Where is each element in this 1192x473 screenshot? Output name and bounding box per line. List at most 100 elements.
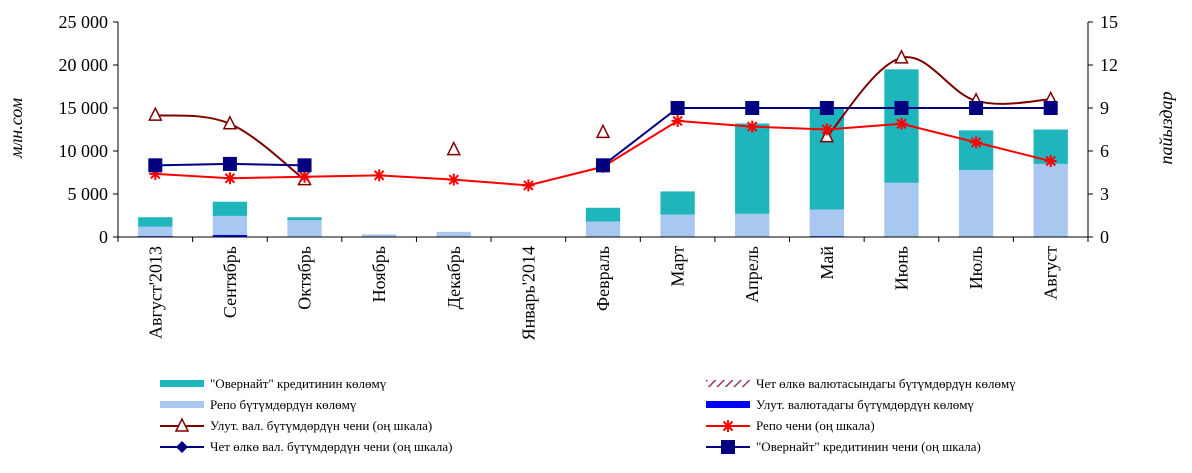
category-label: Август'2013 [145, 246, 165, 339]
bars-layer [138, 69, 1068, 238]
star-stroke [896, 118, 907, 129]
category-label: Февраль [593, 246, 613, 311]
legend-entry: Улут. валютадагы бүтүмдөрдүн көлөмү [706, 397, 974, 412]
legend-entry: Чет өлкө вал. бүтүмдөрдүн чени (оң шкала… [160, 439, 452, 454]
point-star [746, 120, 759, 133]
left-tick-label: 20 000 [59, 55, 109, 75]
point-square [148, 158, 163, 173]
category-label: Сентябрь [220, 246, 240, 318]
point-square [969, 101, 984, 115]
bar-segment [361, 234, 397, 237]
right-tick-label: 12 [1100, 55, 1118, 75]
legend-swatch [160, 380, 204, 387]
legend: "Овернайт" кредитинин көлөмү Чет өлкө вал… [160, 376, 1016, 454]
bar-segment [212, 201, 248, 216]
bar-segment [212, 215, 248, 235]
left-tick-label: 25 000 [59, 12, 109, 32]
legend-entry: "Овернайт" кредитинин көлөмү [160, 376, 387, 391]
category-label: Декабрь [444, 246, 464, 309]
bar-segment [436, 231, 471, 237]
point-star [722, 420, 734, 432]
point-triangle [819, 127, 835, 143]
bar-segment [660, 214, 695, 237]
point-square [596, 158, 610, 173]
point-square [297, 158, 312, 173]
axes-layer: 0 5 000 10 000 15 000 20 000 25 000 0 3 6 9 12 15 Ав… [6, 12, 1176, 340]
point-star [895, 117, 908, 130]
left-tick-label: 15 000 [59, 98, 109, 118]
legend-swatch [706, 401, 750, 408]
right-tick-label: 3 [1100, 184, 1109, 204]
category-label: Июнь [891, 246, 911, 290]
category-label: Май [817, 246, 837, 280]
point-star [1044, 155, 1057, 168]
bar-segment [1033, 163, 1068, 237]
point-star [223, 172, 236, 185]
bar-segment [585, 207, 621, 222]
category-label: Январь'2014 [518, 246, 538, 340]
point-triangle [174, 417, 190, 432]
point-star [970, 136, 983, 149]
legend-label: Чет өлкө валютасындагы бүтүмдөрдүн көлөм… [756, 376, 1016, 391]
star-stroke [970, 137, 982, 148]
star-stroke [747, 121, 758, 132]
point-square [670, 101, 685, 115]
bar-segment [660, 191, 695, 215]
star-stroke [224, 173, 236, 184]
category-label: Март [668, 246, 688, 287]
legend-label: Улут. валютадагы бүтүмдөрдүн көлөмү [756, 397, 974, 412]
legend-entry: Репо чени (оң шкала) [706, 418, 875, 433]
bar-segment [958, 169, 994, 237]
point-square [222, 156, 237, 171]
bar-segment [138, 226, 173, 237]
bar-segment [735, 123, 770, 214]
bar-segment [287, 220, 322, 237]
point-star [298, 170, 311, 183]
point-triangle [894, 49, 909, 64]
legend-entry: Репо бүтүмдөрдүн көлөмү [160, 397, 357, 412]
right-axis-title: пайыздар [1156, 91, 1176, 164]
category-label: Октябрь [295, 246, 315, 310]
bar-segment [884, 182, 919, 237]
legend-label: Репо чени (оң шкала) [756, 418, 875, 433]
left-tick-label: 0 [99, 227, 108, 247]
right-tick-label: 6 [1100, 141, 1109, 161]
right-tick-label: 0 [1100, 227, 1109, 247]
star-stroke [821, 124, 833, 135]
point-square [721, 440, 735, 454]
legend-entry: "Овернайт" кредитинин чени (оң шкала) [706, 439, 981, 454]
legend-swatch [160, 401, 204, 408]
series-line [826, 56, 1051, 138]
point-square [894, 101, 909, 115]
point-triangle [446, 140, 461, 156]
bar-segment [809, 108, 845, 210]
left-tick-label: 5 000 [68, 184, 109, 204]
category-label: Апрель [742, 246, 762, 303]
point-triangle [595, 123, 611, 139]
point-star [671, 114, 684, 127]
star-stroke [722, 420, 734, 432]
point-square [745, 101, 760, 115]
left-tick-label: 10 000 [59, 141, 109, 161]
legend-label: Чет өлкө вал. бүтүмдөрдүн чени (оң шкала… [210, 439, 452, 454]
bar-segment [585, 221, 621, 237]
right-tick-label: 9 [1100, 98, 1109, 118]
right-tick-label: 15 [1100, 12, 1118, 32]
legend-label: Репо бүтүмдөрдүн көлөмү [210, 397, 357, 412]
point-square [819, 101, 834, 115]
point-diamond [176, 441, 188, 453]
point-star [820, 123, 833, 136]
point-star [447, 173, 460, 186]
lines-layer [148, 49, 1058, 192]
point-square [1043, 101, 1058, 115]
bar-segment [138, 217, 173, 227]
left-axis-title: млн.сом [6, 97, 26, 159]
bar-segment [212, 234, 248, 237]
bar-segment [809, 209, 845, 237]
star-stroke [1045, 155, 1056, 167]
bar-segment [958, 130, 994, 170]
point-triangle [222, 115, 238, 130]
line-series [148, 101, 1058, 173]
